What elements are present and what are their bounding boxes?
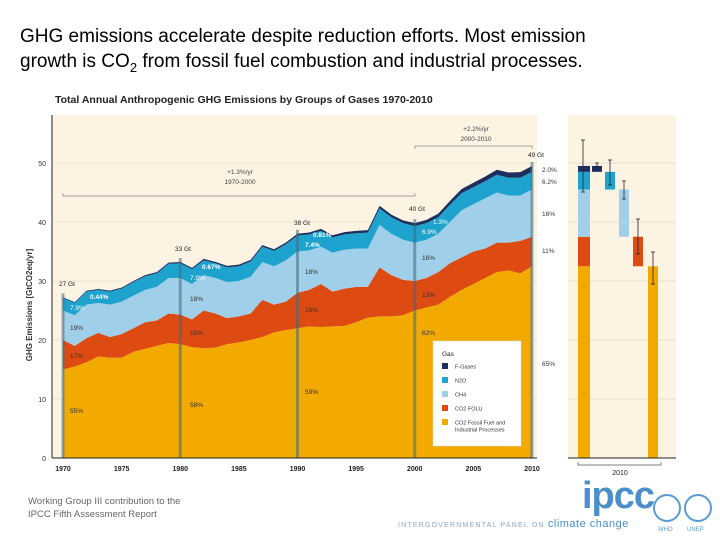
breakdown-bar	[648, 266, 658, 458]
breakdown-bar	[592, 165, 602, 172]
share-label: 16%	[542, 211, 555, 218]
legend-label: Industrial Processes	[455, 428, 505, 434]
x-tick-label: 1985	[231, 466, 247, 473]
headline-line-2: growth is CO	[20, 51, 130, 72]
stacked-bar-segment	[578, 236, 590, 267]
legend-title: Gas	[442, 351, 455, 358]
x-tick-label: 1970	[55, 466, 71, 473]
share-label: 11%	[542, 248, 555, 255]
share-label: 17%	[70, 353, 83, 360]
ipcc-tagline: INTERGOVERNMENTAL PANEL ON climate chang…	[398, 518, 629, 532]
share-label: 18%	[305, 269, 318, 276]
slide-headline: GHG emissions accelerate despite reducti…	[20, 24, 720, 74]
share-label: 59%	[305, 389, 318, 396]
share-label: 2.0%	[542, 167, 557, 174]
total-label-1970: 27 Gt	[59, 281, 75, 288]
bracket-2000-2010	[414, 145, 533, 149]
who-label: WHO	[658, 527, 673, 533]
x-tick-label: 1975	[114, 466, 130, 473]
x-tick-label: 1980	[172, 466, 188, 473]
x-tick-label: 2010	[524, 466, 540, 473]
credit-line-2: IPCC Fifth Assessment Report	[28, 509, 157, 520]
growth-rate-label: +1.3%/yr	[227, 169, 254, 176]
share-label: 1.3%	[433, 219, 448, 226]
breakdown-bar	[619, 189, 629, 237]
legend-swatch	[442, 405, 448, 411]
bracket-1970-2000	[62, 193, 416, 197]
growth-rate-label: +2.2%/yr	[463, 126, 490, 133]
who-logo-icon	[653, 494, 681, 522]
stacked-bar-segment	[578, 189, 590, 237]
legend-swatch	[442, 391, 448, 397]
headline-line-1: GHG emissions accelerate despite reducti…	[20, 26, 586, 47]
share-label: 0.81%	[313, 232, 332, 239]
legend-swatch	[442, 363, 448, 369]
share-label: 7.9%	[70, 305, 85, 312]
ipcc-logo: ipcc	[582, 475, 655, 517]
legend-label: F-Gases	[455, 365, 476, 371]
legend-swatch	[442, 377, 448, 383]
credit-line-1: Working Group III contribution to the	[28, 496, 181, 507]
share-label: 6.2%	[542, 179, 557, 186]
legend-label: CH4	[455, 393, 466, 399]
legend-label: CO2 Fossil Fuel and	[455, 421, 505, 427]
share-label: 65%	[542, 361, 555, 368]
share-label: 16%	[305, 307, 318, 314]
side-x-label: 2010	[612, 470, 628, 477]
share-label: 62%	[422, 330, 435, 337]
side-bracket	[577, 462, 662, 466]
tagline-emphasis: climate change	[547, 518, 629, 530]
y-tick-label: 50	[38, 161, 46, 168]
x-tick-label: 1995	[348, 466, 364, 473]
share-label: 18%	[190, 296, 203, 303]
chart-title: Total Annual Anthropogenic GHG Emissions…	[55, 94, 433, 106]
share-label: 13%	[422, 292, 435, 299]
total-label-1990: 38 Gt	[294, 220, 310, 227]
stacked-bar-segment	[578, 171, 590, 190]
share-label: 58%	[190, 402, 203, 409]
share-label: 19%	[70, 325, 83, 332]
share-label: 6.9%	[422, 229, 437, 236]
stacked-bar-segment	[578, 266, 590, 458]
legend-label: N2O	[455, 379, 467, 385]
y-tick-label: 10	[38, 397, 46, 404]
legend: Gas F-Gases N2O CH4 CO2 FOLU CO2 Fossil Fuel…	[432, 340, 522, 447]
share-label: 7.4%	[305, 242, 320, 249]
growth-period-label: 2000-2010	[460, 136, 491, 143]
share-label: 7.9%	[190, 275, 205, 282]
x-tick-label: 2005	[466, 466, 482, 473]
headline-subscript: 2	[129, 59, 138, 75]
headline-line-2-end: from fossil fuel combustion and industri…	[137, 51, 583, 72]
tagline-prefix: INTERGOVERNMENTAL PANEL ON	[398, 522, 548, 529]
legend-swatch	[442, 419, 448, 425]
share-label: 16%	[422, 255, 435, 262]
y-tick-label: 40	[38, 220, 46, 227]
unep-logo-icon	[684, 494, 712, 522]
y-tick-label: 30	[38, 279, 46, 286]
share-label: 0.44%	[90, 294, 109, 301]
growth-period-label: 1970-2000	[224, 179, 255, 186]
y-tick-label: 20	[38, 338, 46, 345]
y-axis-label: GHG Emissions [GtCO2eq/yr]	[25, 248, 34, 361]
x-tick-label: 2000	[407, 466, 423, 473]
stacked-bar-segment	[578, 165, 590, 172]
legend-label: CO2 FOLU	[455, 407, 483, 413]
total-label-1980: 33 Gt	[175, 246, 191, 253]
footer-credit: Working Group III contribution to the IPC…	[28, 495, 180, 521]
total-label-2000: 40 Gt	[409, 206, 425, 213]
unep-label: UNEP	[687, 527, 704, 533]
share-label: 55%	[70, 408, 83, 415]
share-label: 15%	[190, 330, 203, 337]
total-label-2010: 49 Gt	[528, 152, 544, 159]
x-tick-label: 1990	[290, 466, 306, 473]
y-tick-label: 0	[42, 456, 46, 463]
share-label: 0.67%	[202, 264, 221, 271]
